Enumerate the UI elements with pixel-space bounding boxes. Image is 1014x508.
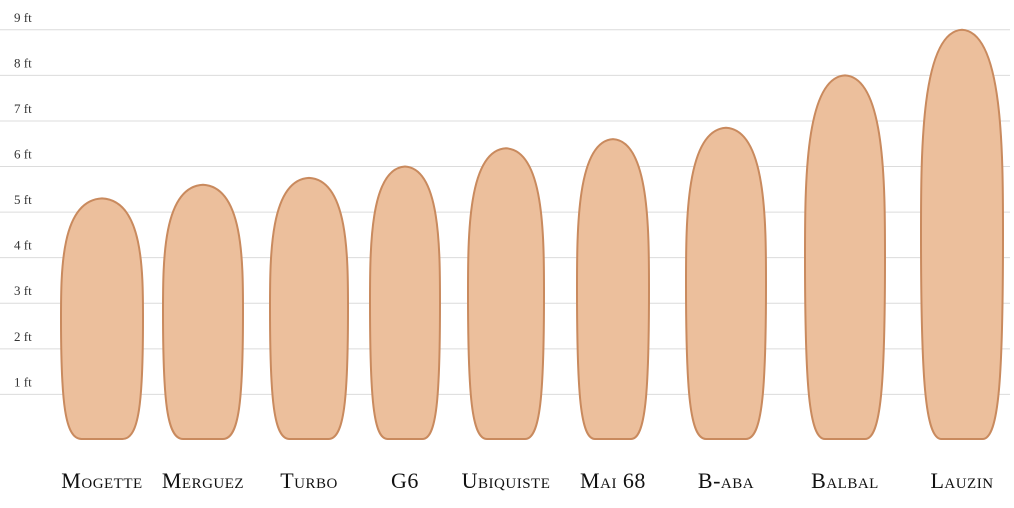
y-tick-label: 1 ft bbox=[14, 374, 32, 389]
surfboard bbox=[803, 74, 887, 440]
surfboard bbox=[368, 165, 442, 440]
surfboard bbox=[684, 126, 768, 440]
x-tick-label: Mai 68 bbox=[580, 468, 646, 493]
surfboard bbox=[466, 147, 546, 440]
x-tick-label: Balbal bbox=[811, 468, 879, 493]
x-tick-label: Lauzin bbox=[930, 468, 993, 493]
y-tick-label: 3 ft bbox=[14, 283, 32, 298]
x-tick-label: B-aba bbox=[698, 468, 754, 493]
y-tick-label: 4 ft bbox=[14, 238, 32, 253]
surfboard bbox=[575, 138, 651, 440]
surfboard bbox=[268, 176, 350, 440]
y-tick-label: 5 ft bbox=[14, 192, 32, 207]
x-tick-label: Merguez bbox=[162, 468, 244, 493]
y-tick-label: 6 ft bbox=[14, 147, 32, 162]
x-tick-label: Turbo bbox=[280, 468, 338, 493]
y-tick-label: 7 ft bbox=[14, 101, 32, 116]
surfboard bbox=[919, 28, 1005, 440]
surfboard bbox=[161, 183, 245, 440]
x-tick-label: Mogette bbox=[61, 468, 142, 493]
x-tick-label: Ubiquiste bbox=[462, 468, 551, 493]
y-tick-label: 9 ft bbox=[14, 10, 32, 25]
y-tick-label: 2 ft bbox=[14, 329, 32, 344]
y-tick-label: 8 ft bbox=[14, 55, 32, 70]
surfboard bbox=[59, 197, 145, 440]
x-tick-label: G6 bbox=[391, 468, 419, 493]
